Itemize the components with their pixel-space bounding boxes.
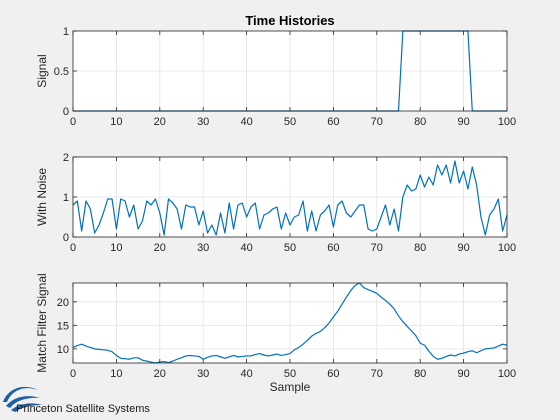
y-tick-label: 10	[57, 344, 69, 356]
y-tick-label: 1	[63, 26, 69, 38]
x-tick-label: 50	[284, 242, 296, 254]
chart-title: Time Histories	[245, 13, 334, 28]
y-tick-label: 0	[63, 106, 69, 118]
logo-text: Princeton Satellite Systems	[16, 403, 150, 415]
y-tick-label: 0.5	[54, 66, 69, 78]
x-tick-label: 40	[240, 368, 252, 380]
subplot-2: 0 10 20 30 40 50 60 70 80 90 100 0 1 2 With Noise	[35, 152, 516, 254]
y-tick-label: 20	[57, 297, 69, 309]
x-tick-label: 20	[154, 116, 166, 128]
x-tick-label: 100	[498, 116, 516, 128]
x-tick-label: 30	[197, 116, 209, 128]
x-tick-label: 60	[327, 368, 339, 380]
series-line-1	[72, 160, 508, 236]
x-tick-label: 80	[414, 368, 426, 380]
x-tick-label: 30	[197, 242, 209, 254]
x-tick-label: 0	[70, 116, 76, 128]
x-tick-label: 50	[284, 368, 296, 380]
x-tick-label: 40	[240, 116, 252, 128]
x-tick-label: 70	[371, 116, 383, 128]
x-tick-label: 90	[457, 242, 469, 254]
x-tick-label: 0	[70, 368, 76, 380]
y-axis-label: Match Filter Signal	[35, 273, 49, 372]
series-line-1	[72, 282, 508, 364]
x-tick-label: 70	[371, 242, 383, 254]
y-tick-label: 0	[63, 232, 69, 244]
x-tick-label: 80	[414, 242, 426, 254]
x-tick-label: 60	[327, 242, 339, 254]
x-tick-label: 10	[110, 116, 122, 128]
x-tick-label: 80	[414, 116, 426, 128]
x-tick-label: 10	[110, 368, 122, 380]
x-tick-label: 90	[457, 368, 469, 380]
subplot-1: 0 10 20 30 40 50 60 70 80 90 100 0 0.5 1 Time Historie…	[35, 13, 516, 128]
y-axis-label: Signal	[35, 54, 49, 87]
x-tick-label: 60	[327, 116, 339, 128]
x-tick-label: 90	[457, 116, 469, 128]
logo-swoosh-icon	[3, 386, 42, 412]
y-tick-label: 15	[57, 320, 69, 332]
logo: Princeton Satellite Systems	[3, 386, 150, 415]
x-tick-label: 100	[498, 368, 516, 380]
x-tick-label: 0	[70, 242, 76, 254]
x-tick-label: 100	[498, 242, 516, 254]
x-tick-label: 20	[154, 368, 166, 380]
y-axis-label: With Noise	[35, 168, 49, 226]
y-tick-label: 1	[63, 192, 69, 204]
x-tick-label: 20	[154, 242, 166, 254]
x-tick-label: 40	[240, 242, 252, 254]
y-tick-label: 2	[63, 152, 69, 164]
x-tick-label: 70	[371, 368, 383, 380]
x-axis-label: Sample	[270, 380, 311, 394]
x-tick-label: 10	[110, 242, 122, 254]
x-tick-label: 30	[197, 368, 209, 380]
x-tick-label: 50	[284, 116, 296, 128]
